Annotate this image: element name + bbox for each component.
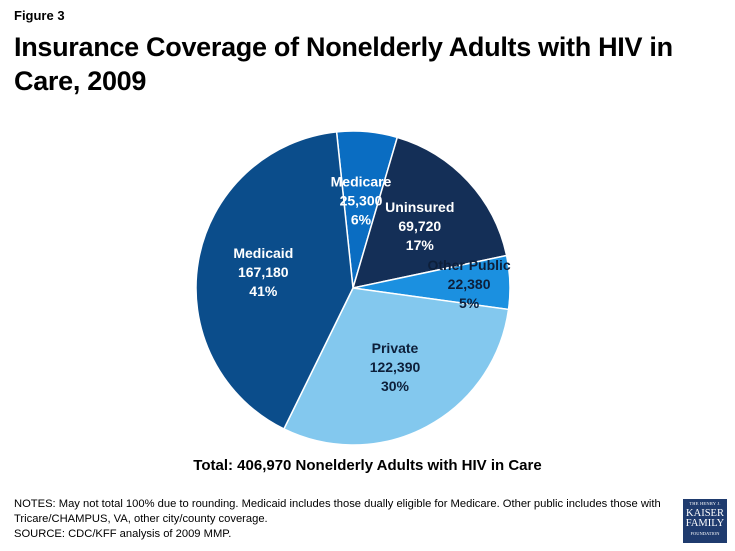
kff-logo: THE HENRY J. KAISER FAMILY FOUNDATION	[683, 499, 727, 543]
notes-text: NOTES: May not total 100% due to roundin…	[14, 498, 661, 525]
slice-label-medicaid-value: 167,180	[238, 264, 289, 280]
figure-label: Figure 3	[14, 8, 65, 23]
logo-line-3: FAMILY	[685, 518, 725, 529]
total-caption: Total: 406,970 Nonelderly Adults with HI…	[193, 457, 542, 474]
logo-line-4: FOUNDATION	[690, 530, 720, 536]
slice-label-medicaid-name: Medicaid	[233, 245, 293, 261]
pie-slice-private	[282, 287, 510, 446]
notes-block: NOTES: May not total 100% due to roundin…	[14, 497, 674, 542]
pie-slice-medicaid	[195, 131, 354, 430]
slice-label-medicare-percent: 6%	[351, 211, 372, 227]
slice-label-other-public-percent: 5%	[459, 295, 480, 311]
slice-label-other-public-name: Other Public	[427, 257, 510, 273]
slice-label-uninsured-value: 69,720	[398, 218, 441, 234]
pie-slice-uninsured	[351, 136, 508, 289]
logo-line-1: THE HENRY J.	[689, 501, 721, 506]
chart-title: Insurance Coverage of Nonelderly Adults …	[14, 32, 673, 96]
slice-label-other-public-value: 22,380	[448, 276, 491, 292]
slice-label-private-name: Private	[372, 340, 419, 356]
slice-label-private-value: 122,390	[370, 359, 421, 375]
logo-line-2: KAISER	[686, 507, 724, 519]
slice-label-medicaid-percent: 41%	[249, 283, 278, 299]
slice-label-uninsured-percent: 17%	[406, 237, 435, 253]
slice-label-uninsured-name: Uninsured	[385, 199, 454, 215]
slice-label-medicare-name: Medicare	[331, 173, 392, 189]
slice-label-medicare-value: 25,300	[340, 192, 383, 208]
source-text: SOURCE: CDC/KFF analysis of 2009 MMP.	[14, 528, 232, 540]
slice-label-private-percent: 30%	[381, 378, 410, 394]
